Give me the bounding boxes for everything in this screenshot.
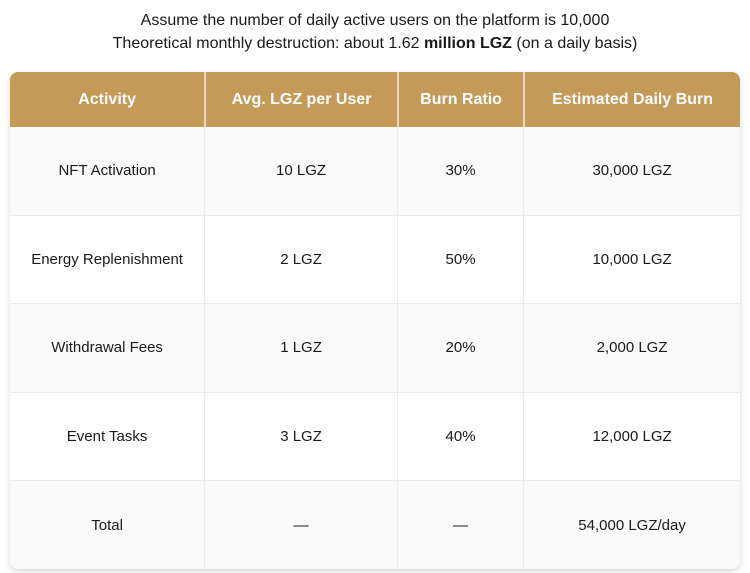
- cell-activity: Event Tasks: [66, 428, 148, 446]
- cell-daily-burn: 12,000 LGZ: [523, 392, 740, 481]
- header-cell-estimated-daily-burn: Estimated Daily Burn: [523, 72, 740, 127]
- header-cell-activity: Activity: [78, 90, 136, 108]
- cell-activity: NFT Activation: [58, 162, 156, 180]
- table-row-withdrawal-fees: Withdrawal Fees 1 LGZ 20% 2,000 LGZ: [10, 303, 740, 392]
- table-caption: Assume the number of daily active users …: [0, 0, 750, 55]
- cell-activity: Withdrawal Fees: [51, 339, 163, 357]
- cell-burn-ratio: 40%: [396, 392, 523, 481]
- cell-burn-ratio: 30%: [396, 127, 523, 215]
- cell-daily-burn: 54,000 LGZ/day: [523, 481, 740, 569]
- caption-line2-suffix: (on a daily basis): [511, 35, 638, 52]
- caption-line2-prefix: Theoretical monthly destruction: about 1…: [112, 35, 424, 52]
- table-header-row: Activity Avg. LGZ per User Burn Ratio Es…: [10, 72, 740, 127]
- caption-line-1: Assume the number of daily active users …: [140, 12, 610, 29]
- table-row-event-tasks: Event Tasks 3 LGZ 40% 12,000 LGZ: [10, 391, 740, 481]
- cell-burn-ratio: 20%: [396, 304, 523, 392]
- daily-burn-table: Activity Avg. LGZ per User Burn Ratio Es…: [10, 72, 740, 569]
- header-cell-avg-lgz-per-user: Avg. LGZ per User: [204, 72, 397, 127]
- cell-burn-ratio: —: [396, 481, 523, 569]
- cell-avg-lgz: 1 LGZ: [204, 304, 397, 392]
- table-row-total: Total — — 54,000 LGZ/day: [10, 480, 740, 569]
- cell-daily-burn: 30,000 LGZ: [523, 127, 740, 215]
- cell-activity: Total: [91, 516, 123, 534]
- cell-avg-lgz: 3 LGZ: [204, 392, 397, 481]
- header-cell-burn-ratio: Burn Ratio: [396, 72, 523, 127]
- cell-avg-lgz: 2 LGZ: [204, 215, 397, 304]
- table-row-nft-activation: NFT Activation 10 LGZ 30% 30,000 LGZ: [10, 127, 740, 215]
- cell-daily-burn: 2,000 LGZ: [523, 304, 740, 392]
- cell-avg-lgz: 10 LGZ: [204, 127, 397, 215]
- cell-daily-burn: 10,000 LGZ: [523, 215, 740, 304]
- cell-avg-lgz: —: [204, 481, 397, 569]
- caption-line2-bold: million LGZ: [423, 35, 512, 52]
- cell-burn-ratio: 50%: [396, 215, 523, 304]
- cell-activity: Energy Replenishment: [31, 250, 183, 268]
- table-row-energy-replenishment: Energy Replenishment 2 LGZ 50% 10,000 LG…: [10, 214, 740, 304]
- caption-line-2: Theoretical monthly destruction: about 1…: [0, 32, 750, 55]
